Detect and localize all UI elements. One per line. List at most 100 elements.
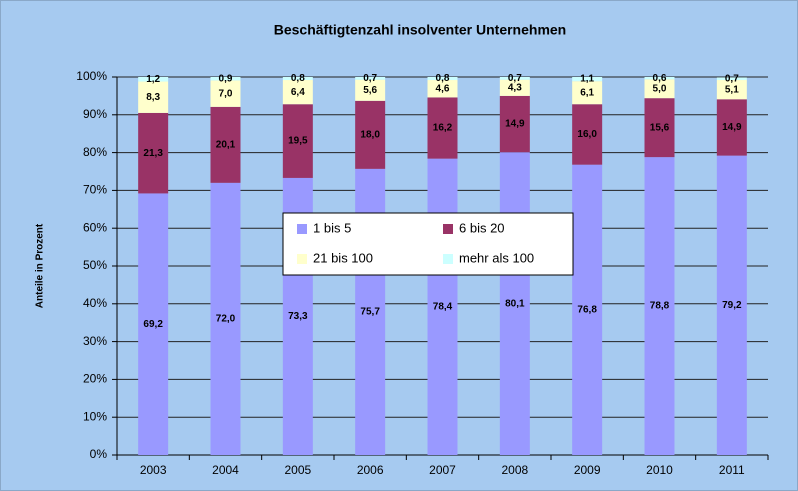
bar-segment [427, 80, 458, 98]
value-label: 0,6 [653, 73, 667, 84]
legend-swatch [297, 224, 307, 234]
bar-segment [355, 79, 386, 101]
x-tick-label: 2004 [212, 463, 239, 477]
value-label: 0,7 [363, 73, 377, 84]
value-label: 73,3 [288, 311, 308, 322]
bar-segment [716, 80, 747, 100]
bar-segment [716, 99, 747, 156]
value-label: 1,2 [146, 74, 160, 85]
y-tick-label: 10% [83, 409, 107, 423]
value-label: 15,6 [650, 122, 670, 133]
value-label: 0,9 [219, 73, 233, 84]
bar-segment [138, 112, 169, 194]
bar-segment [355, 100, 386, 169]
legend-label: 6 bis 20 [459, 220, 505, 235]
y-tick-label: 20% [83, 372, 107, 386]
bar-segment [499, 152, 530, 456]
value-label: 6,4 [291, 87, 305, 98]
value-label: 75,7 [360, 307, 380, 318]
bar-segment [644, 98, 675, 158]
bar-segment [427, 158, 458, 455]
value-label: 5,0 [653, 83, 667, 94]
bar-segment [138, 81, 169, 113]
y-tick-label: 40% [83, 296, 107, 310]
y-tick-label: 0% [90, 447, 108, 461]
value-label: 18,0 [360, 129, 380, 140]
x-tick-label: 2008 [501, 463, 528, 477]
bar-segment [138, 193, 169, 455]
value-label: 16,0 [577, 129, 597, 140]
value-label: 14,9 [505, 119, 525, 130]
bar-segment [572, 164, 603, 456]
legend-swatch [443, 254, 453, 264]
y-tick-label: 100% [76, 69, 107, 83]
value-label: 72,0 [216, 314, 236, 325]
bar-segment [282, 104, 313, 178]
bar-segment [716, 77, 747, 81]
bar-segment [427, 77, 458, 81]
bar-segment [499, 77, 530, 80]
value-label: 19,5 [288, 136, 308, 147]
bar-segment [210, 106, 241, 183]
value-label: 0,7 [725, 73, 739, 84]
bar-segment [716, 155, 747, 455]
value-label: 78,4 [433, 301, 453, 312]
bar-segment [282, 77, 313, 81]
legend-swatch [443, 224, 453, 234]
y-axis-label: Anteile in Prozent [35, 223, 46, 308]
bar-segment [572, 77, 603, 82]
x-tick-label: 2009 [574, 463, 601, 477]
x-tick-label: 2006 [357, 463, 384, 477]
bar-segment [282, 80, 313, 105]
y-tick-label: 80% [83, 145, 107, 159]
x-tick-label: 2003 [140, 463, 167, 477]
bar-segment [210, 77, 241, 81]
value-label: 7,0 [219, 88, 233, 99]
y-tick-label: 70% [83, 183, 107, 197]
chart-title: Beschäftigtenzahl insolventer Unternehme… [274, 22, 567, 38]
legend-swatch [297, 254, 307, 264]
bar-segment [427, 97, 458, 159]
legend-label: 21 bis 100 [313, 250, 373, 265]
value-label: 14,9 [722, 122, 742, 133]
bar-segment [499, 79, 530, 96]
y-tick-label: 60% [83, 220, 107, 234]
x-tick-label: 2005 [284, 463, 311, 477]
bar-segment [644, 79, 675, 99]
value-label: 79,2 [722, 300, 742, 311]
value-label: 5,6 [363, 85, 377, 96]
legend-box [282, 212, 574, 276]
value-label: 5,1 [725, 84, 739, 95]
value-label: 21,3 [143, 148, 163, 159]
bar-segment [644, 157, 675, 456]
value-label: 76,8 [577, 304, 597, 315]
x-tick-label: 2011 [719, 463, 745, 477]
y-tick-label: 90% [83, 107, 107, 121]
bar-segment [644, 77, 675, 80]
value-label: 4,3 [508, 82, 522, 93]
value-label: 1,1 [580, 74, 594, 85]
value-label: 16,2 [433, 123, 453, 134]
value-label: 8,3 [146, 92, 160, 103]
value-label: 80,1 [505, 298, 525, 309]
bar-segment [210, 80, 241, 107]
value-label: 4,6 [436, 83, 450, 94]
value-label: 0,8 [291, 73, 305, 84]
value-label: 78,8 [650, 301, 670, 312]
y-tick-label: 30% [83, 334, 107, 348]
bar-segment [210, 182, 241, 455]
bar-segment [499, 95, 530, 153]
value-label: 0,7 [508, 73, 522, 84]
x-tick-label: 2010 [646, 463, 673, 477]
value-label: 69,2 [143, 319, 163, 330]
bar-segment [355, 77, 386, 80]
y-tick-label: 50% [83, 258, 107, 272]
legend-label: 1 bis 5 [313, 220, 351, 235]
x-tick-label: 2007 [429, 463, 456, 477]
bar-segment [572, 81, 603, 105]
value-label: 20,1 [216, 139, 236, 150]
bar-segment [572, 104, 603, 165]
bar-segment [138, 77, 169, 82]
